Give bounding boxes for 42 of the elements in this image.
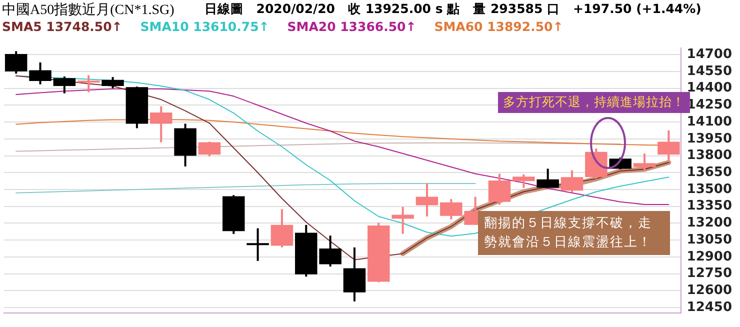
candlestick — [560, 169, 584, 194]
y-tick-label: 14550 — [686, 64, 732, 79]
candlestick — [126, 86, 148, 130]
chart-title: 中國A50指數近月(CN*1.SG) — [2, 2, 174, 19]
text: SMA60 13892.50↑ — [434, 19, 564, 34]
candlestick — [512, 173, 535, 189]
candlestick — [246, 227, 269, 262]
candlestick — [319, 234, 342, 268]
text: SMA10 13610.75↑ — [140, 19, 270, 34]
candlestick — [633, 152, 656, 173]
candlestick — [29, 61, 52, 86]
y-tick-label: 12750 — [686, 266, 732, 282]
text: SMA5 13748.50↑ — [2, 19, 122, 34]
text: SMA20 13366.50↑ — [287, 19, 416, 34]
y-tick-label: 12600 — [686, 283, 732, 298]
y-tick-label: 13650 — [686, 165, 732, 180]
candlestick — [77, 74, 100, 94]
candlestick — [174, 122, 196, 168]
annotation: 翻揚的５日線支撐不破，走勢就會沿５日線震盪往上！ — [478, 211, 670, 255]
candlestick — [488, 172, 511, 206]
chart-subtitle: 日線圖 2020/02/20 收 13925.00 s 點 量 293585 口 +197.50 (+1.44%) — [204, 1, 702, 18]
candlestick — [4, 50, 28, 75]
y-tick-label: 12900 — [686, 249, 732, 264]
y-tick-label: 13950 — [686, 131, 732, 146]
candlestick — [343, 246, 366, 302]
y-tick-label: 13800 — [686, 148, 732, 164]
y-tick-label: 14700 — [686, 46, 732, 62]
y-tick-label: 14100 — [686, 114, 732, 130]
candlestick — [368, 222, 390, 284]
candlestick — [222, 194, 245, 235]
y-tick-label: 14400 — [686, 80, 732, 96]
y-tick-label: 13050 — [686, 232, 732, 248]
annotation: 多方打死不退，持續進場拉抬！ — [503, 94, 685, 109]
y-tick-label: 13350 — [686, 198, 732, 214]
candlestick — [295, 224, 318, 278]
candlestick — [53, 75, 76, 94]
y-tick-label: 13500 — [686, 182, 732, 197]
y-tick-label: 12450 — [686, 300, 732, 315]
candlestick — [536, 168, 559, 189]
y-tick-label: 13200 — [686, 216, 732, 231]
y-tick-label: 14250 — [686, 98, 732, 113]
candlestick — [658, 129, 680, 163]
